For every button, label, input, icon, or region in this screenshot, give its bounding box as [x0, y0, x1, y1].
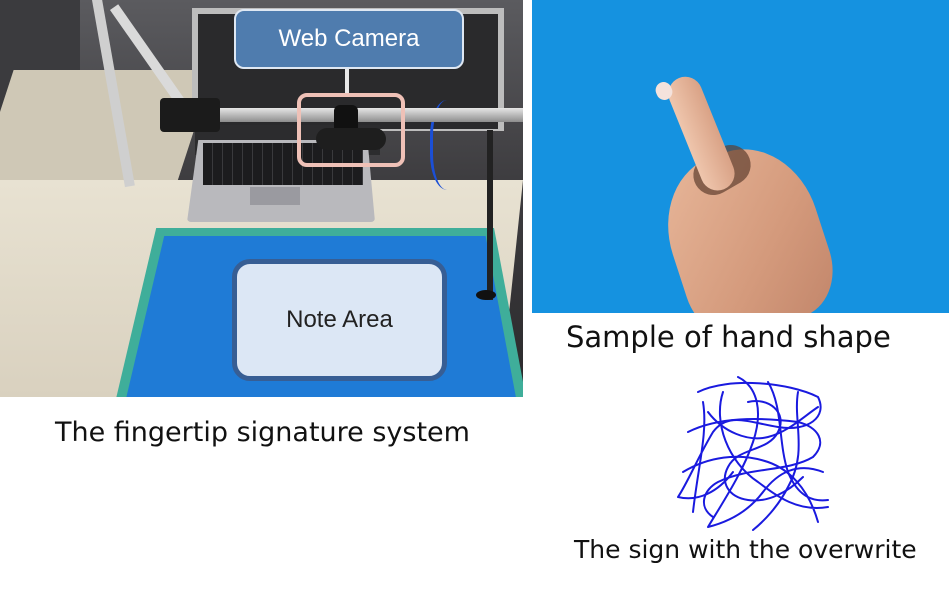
- rail-clamp: [160, 98, 220, 132]
- camera-stand: [487, 130, 493, 300]
- callout-connector: [345, 69, 349, 93]
- signature-stroke: [687, 418, 822, 518]
- web-camera: [316, 128, 386, 150]
- signature-caption: The sign with the overwrite: [574, 535, 917, 564]
- index-finger: [663, 71, 740, 196]
- hand-shape-photo: [532, 0, 949, 313]
- note-area-label: Note Area: [232, 259, 447, 381]
- web-camera-highlight: [297, 93, 405, 167]
- signature-stroke: [692, 391, 800, 531]
- hand-shape-caption: Sample of hand shape: [566, 320, 891, 354]
- signature-stroke: [677, 381, 822, 500]
- signature-strokes: [677, 376, 829, 531]
- web-camera-label: Web Camera: [234, 9, 464, 69]
- signature-stroke: [682, 391, 829, 523]
- overwritten-signature: [677, 376, 829, 531]
- blue-cable: [430, 100, 473, 190]
- laptop-touchpad: [250, 187, 300, 205]
- system-caption: The fingertip signature system: [55, 417, 470, 448]
- signature-stroke: [707, 376, 824, 528]
- signature-stroke: [723, 400, 804, 502]
- camera-stand-base: [476, 290, 496, 300]
